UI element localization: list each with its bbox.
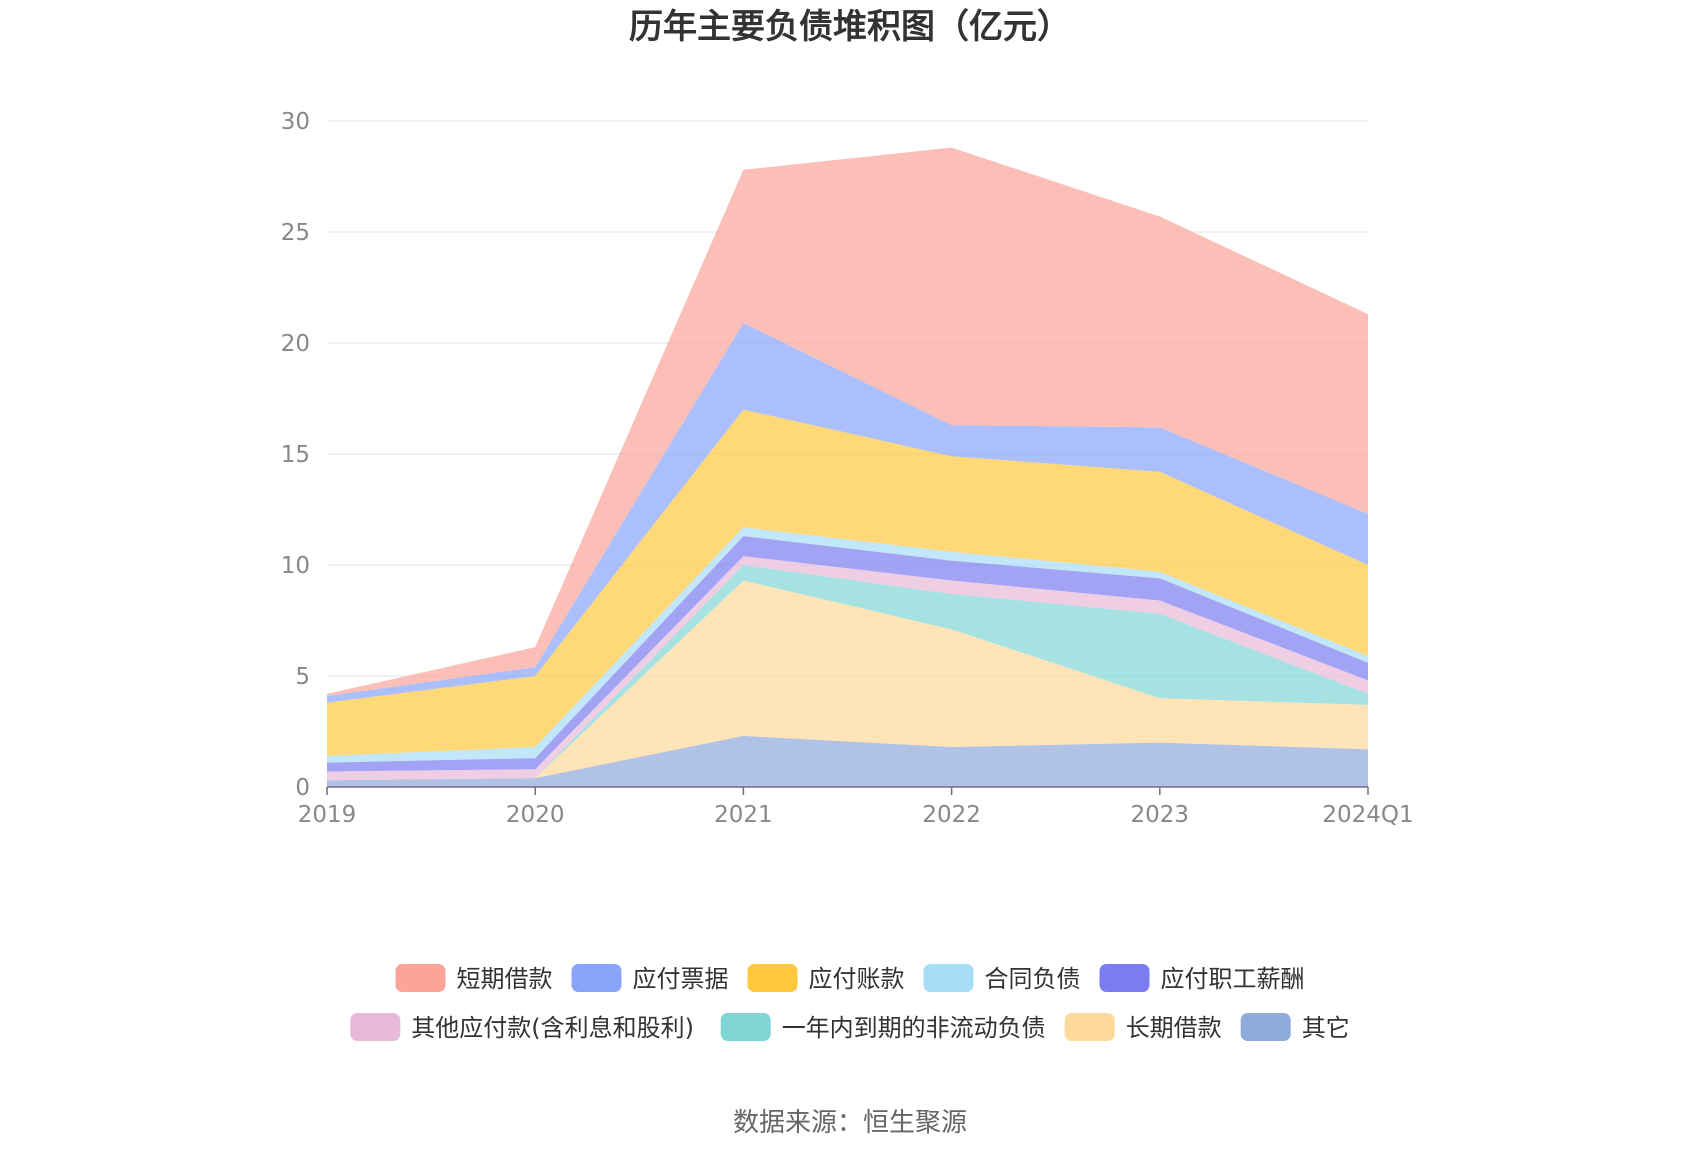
- legend-item[interactable]: 一年内到期的非流动负债: [720, 1013, 1046, 1042]
- y-tick-label: 30: [281, 109, 310, 135]
- y-tick-label: 15: [281, 442, 310, 468]
- y-tick-label: 25: [281, 220, 310, 246]
- legend-swatch: [395, 964, 446, 992]
- x-tick-label: 2021: [714, 802, 773, 828]
- y-tick-label: 0: [295, 775, 310, 801]
- legend-swatch: [923, 964, 974, 992]
- legend-swatch: [571, 964, 622, 992]
- legend-item[interactable]: 长期借款: [1064, 1013, 1222, 1042]
- legend-label: 应付票据: [633, 965, 729, 993]
- area-series-1: [327, 580, 1368, 781]
- legend-label: 其它: [1302, 1014, 1350, 1042]
- legend-label: 应付账款: [809, 965, 905, 993]
- legend-item[interactable]: 合同负债: [923, 964, 1081, 993]
- area-series-layer: [327, 147, 1368, 787]
- x-tick-label: 2020: [506, 802, 565, 828]
- x-tick-label: 2023: [1131, 802, 1190, 828]
- x-tick-label: 2024Q1: [1322, 802, 1413, 828]
- chart-title: 历年主要负债堆积图（亿元）: [629, 7, 1071, 47]
- legend-item[interactable]: 其他应付款(含利息和股利): [350, 1013, 694, 1042]
- area-series-4: [327, 536, 1368, 772]
- area-series-0: [327, 735, 1368, 787]
- area-series-6: [327, 409, 1368, 756]
- legend-item[interactable]: 其它: [1240, 1013, 1350, 1042]
- area-series-8: [327, 147, 1368, 697]
- legend-swatch: [350, 1013, 401, 1041]
- legend-swatch: [747, 964, 798, 992]
- legend-label: 应付职工薪酬: [1161, 965, 1305, 993]
- legend-item[interactable]: 短期借款: [395, 964, 553, 993]
- y-tick-label: 5: [295, 664, 310, 690]
- area-series-7: [327, 323, 1368, 703]
- y-tick-label: 10: [281, 553, 310, 579]
- legend-swatch: [720, 1013, 771, 1041]
- legend-label: 长期借款: [1126, 1014, 1222, 1042]
- legend-swatch: [1099, 964, 1150, 992]
- legend-label: 其他应付款(含利息和股利): [411, 1014, 694, 1042]
- legend-swatch: [1064, 1013, 1115, 1041]
- area-series-3: [327, 556, 1368, 781]
- area-series-2: [327, 565, 1368, 781]
- legend-label: 合同负债: [985, 965, 1081, 993]
- legend-label: 一年内到期的非流动负债: [782, 1014, 1046, 1042]
- axes: 0 5 10 15 20 25 30 2019 2020 2021 2022 2023 2024Q1: [281, 109, 1414, 828]
- x-tick-label: 2019: [298, 802, 357, 828]
- legend-label: 短期借款: [457, 965, 553, 993]
- legend-item[interactable]: 应付职工薪酬: [1099, 964, 1305, 993]
- legend-swatch: [1240, 1013, 1291, 1041]
- data-source-label: 数据来源：恒生聚源: [733, 1108, 967, 1138]
- y-tick-label: 20: [281, 331, 310, 357]
- x-tick-label: 2022: [922, 802, 981, 828]
- legend-item[interactable]: 应付票据: [571, 964, 729, 993]
- legend-item[interactable]: 应付账款: [747, 964, 905, 993]
